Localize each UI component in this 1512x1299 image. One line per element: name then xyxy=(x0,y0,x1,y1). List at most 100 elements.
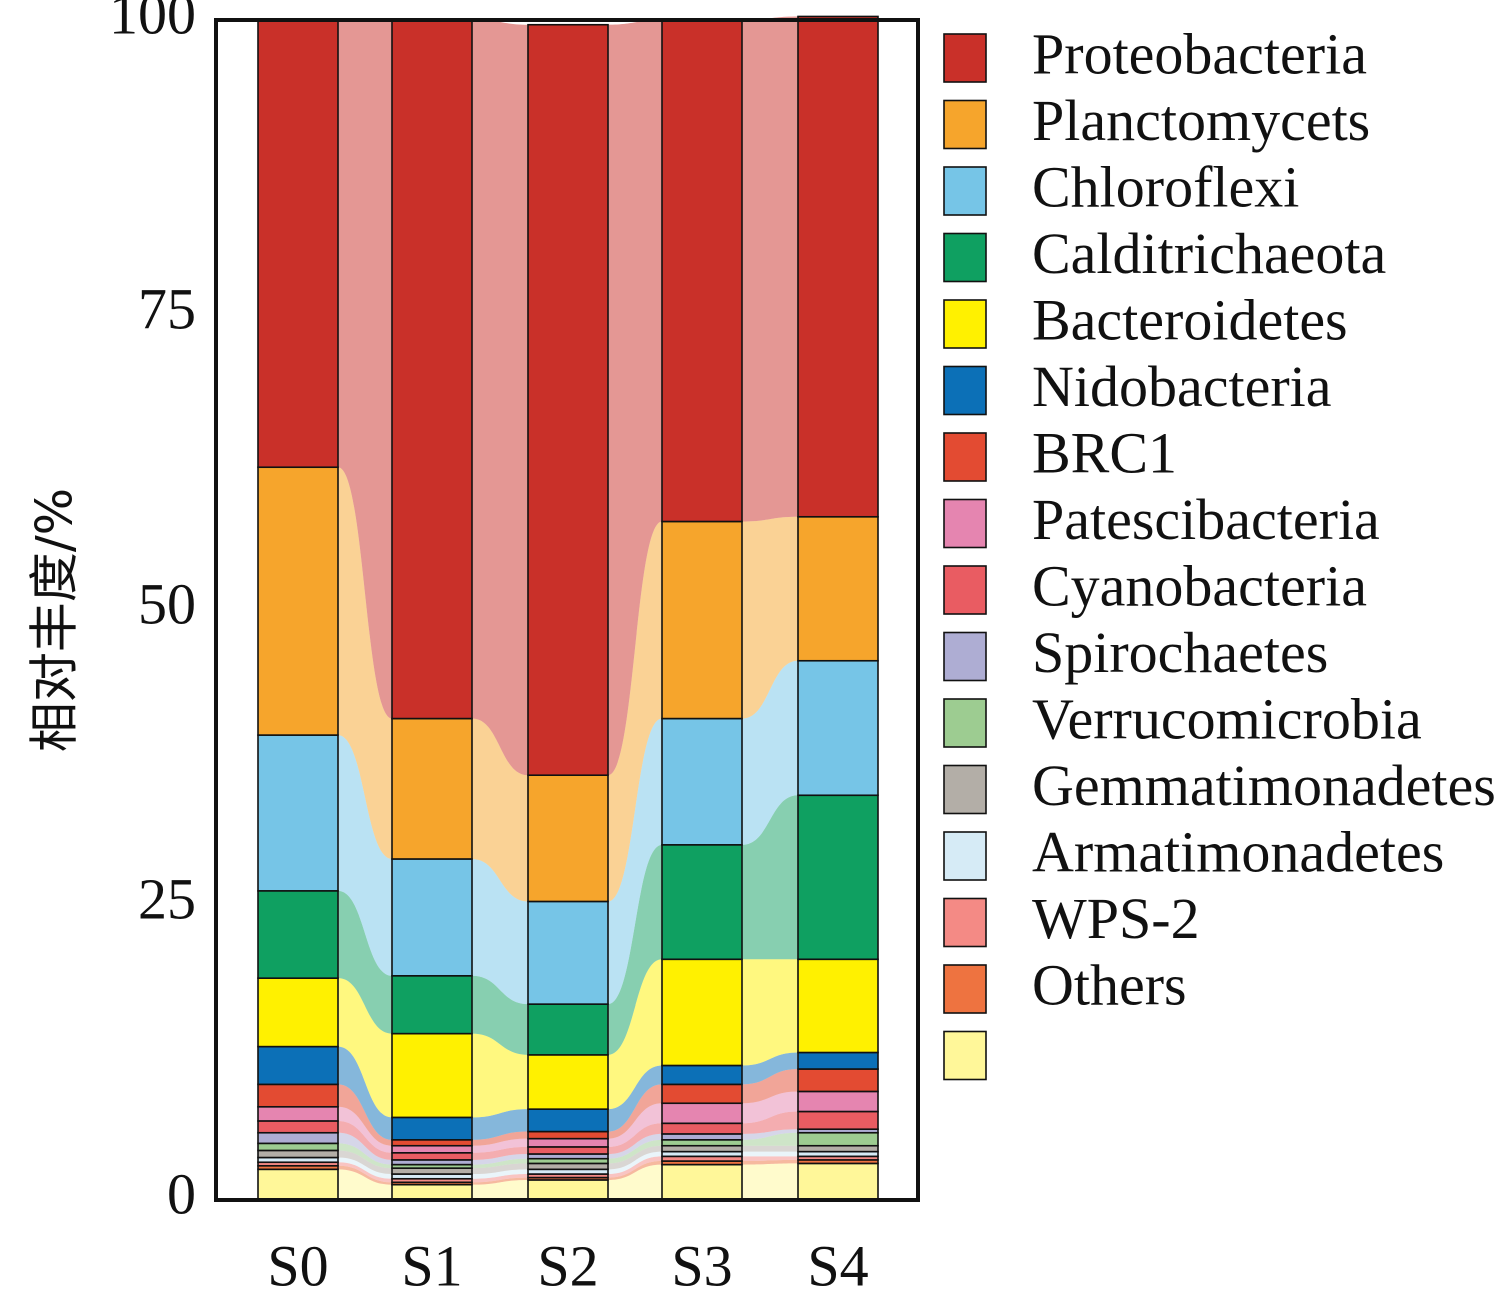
bar-segment-s0-calditrichaeota xyxy=(257,890,339,979)
bar-segment-s4-chloroflexi xyxy=(797,659,879,797)
flow-band-nidobacteria xyxy=(742,1052,798,1085)
flow-band-patescibacteria xyxy=(742,1111,798,1134)
flow-band-armatimonadetes xyxy=(338,1162,392,1183)
bar-segment-s1-others xyxy=(391,1183,473,1201)
flow-band-chloroflexi xyxy=(608,718,662,1005)
bar-segment-s1-chloroflexi xyxy=(391,858,473,977)
flow-band-planctomycets xyxy=(742,516,798,719)
legend-swatch xyxy=(943,432,987,482)
flow-band-bacteroidetes xyxy=(472,1033,528,1118)
bar-segment-s3-nidobacteria xyxy=(661,1064,743,1086)
y-tick-label: 100 xyxy=(109,0,196,46)
flow-band-brc1 xyxy=(472,1131,528,1146)
legend-label: BRC1 xyxy=(1032,420,1177,485)
flow-band-gemmatimonadetes xyxy=(742,1151,798,1157)
flow-band-others xyxy=(472,1179,528,1200)
legend-label: Chloroflexi xyxy=(1032,154,1299,219)
bar-segment-s3-proteobacteria xyxy=(661,19,743,523)
bar-segment-s4-nidobacteria xyxy=(797,1090,879,1113)
bar-segment-s0-proteobacteria xyxy=(257,18,339,469)
x-tick-label: S0 xyxy=(267,1233,328,1298)
legend-label: Verrucomicrobia xyxy=(1032,686,1422,751)
bar-segment-s2-chloroflexi xyxy=(527,900,609,1005)
bar-segment-s3-nidobacteria xyxy=(661,1102,743,1125)
flow-band-verrucomicrobia xyxy=(338,1150,392,1175)
bar-segment-s0-planctomycets xyxy=(257,466,339,736)
flow-band-wps-2 xyxy=(742,1159,798,1165)
bar-segment-s1-brc1 xyxy=(391,1139,473,1147)
flow-band-cyanobacteria xyxy=(338,1132,392,1165)
flow-band-calditrichaeota xyxy=(742,795,798,960)
legend-swatch xyxy=(943,698,987,748)
flow-band-gemmatimonadetes xyxy=(472,1169,528,1179)
legend-label: Planctomycets xyxy=(1032,88,1370,153)
flow-band-patescibacteria xyxy=(472,1146,528,1160)
bar-segment-s1-bacteroidetes xyxy=(391,1032,473,1119)
flow-band-wps-2 xyxy=(608,1161,662,1180)
bar-segment-s0-bacteroidetes xyxy=(257,977,339,1048)
bar-segment-s2-nidobacteria xyxy=(527,1108,609,1133)
flow-band-others xyxy=(742,1163,798,1200)
legend-swatch xyxy=(943,764,987,815)
flow-band-patescibacteria xyxy=(338,1120,392,1160)
bar-segment-s1-nidobacteria xyxy=(391,1116,473,1141)
bar-segment-s3-cyanobacteria xyxy=(661,1133,743,1141)
legend-swatch xyxy=(943,232,987,283)
bar-segment-s3-calditrichaeota xyxy=(661,844,743,961)
bar-segment-s4-proteobacteria xyxy=(797,15,879,518)
legend-swatch xyxy=(943,365,987,416)
bar-segment-s2-patescibacteria xyxy=(527,1146,609,1155)
legend-swatch xyxy=(943,565,987,615)
bar-segment-s3-patescibacteria xyxy=(661,1122,743,1135)
bar-segment-s0-chloroflexi xyxy=(257,734,339,892)
bar-segment-s2-nidobacteria xyxy=(527,1137,609,1148)
bar-segment-s2-calditrichaeota xyxy=(527,1003,609,1056)
flow-band-brc1 xyxy=(608,1084,662,1139)
flow-band-nidobacteria xyxy=(472,1109,528,1140)
flow-band-bacteroidetes xyxy=(338,978,392,1118)
x-tick-label: S3 xyxy=(671,1233,732,1298)
legend-label: Patescibacteria xyxy=(1032,487,1380,552)
legend-label: WPS-2 xyxy=(1032,886,1200,951)
bar-segment-s4-nidobacteria xyxy=(797,1051,879,1070)
bar-segment-s1-nidobacteria xyxy=(391,1144,473,1154)
y-axis-ticks: 0 25 50 75 100 xyxy=(109,0,196,1226)
flow-band-verrucomicrobia xyxy=(472,1163,528,1175)
legend-swatch xyxy=(943,299,987,349)
legend-label: Spirochaetes xyxy=(1032,620,1328,685)
legend-label: Calditrichaeota xyxy=(1032,221,1386,286)
legend-label: Nidobacteria xyxy=(1032,354,1332,419)
flow-band-bacteroidetes xyxy=(742,959,798,1066)
flow-band-planctomycets xyxy=(472,718,528,902)
bar-segment-s4-verrucomicrobia xyxy=(797,1144,879,1153)
bar-segment-s2-bacteroidetes xyxy=(527,1054,609,1110)
flow-band-others xyxy=(338,1169,392,1200)
flow-band-calditrichaeota xyxy=(472,975,528,1055)
legend-label: Gemmatimonadetes xyxy=(1032,753,1496,818)
flow-band-nidobacteria xyxy=(472,1138,528,1153)
flow-band-proteobacteria xyxy=(742,16,798,522)
y-tick-label: 25 xyxy=(138,866,196,931)
legend-swatch xyxy=(943,99,987,150)
bar-segment-s2-proteobacteria xyxy=(527,23,609,776)
flow-band-chloroflexi xyxy=(338,735,392,976)
y-tick-label: 0 xyxy=(167,1161,196,1226)
legend-swatch xyxy=(943,166,987,216)
flow-band-calditrichaeota xyxy=(608,844,662,1055)
flow-band-nidobacteria xyxy=(608,1065,662,1132)
flow-band-nidobacteria xyxy=(742,1091,798,1124)
flow-band-proteobacteria xyxy=(608,20,662,776)
bar-segment-s1-calditrichaeota xyxy=(391,974,473,1035)
bar-segment-s3-spirochaetes xyxy=(661,1139,743,1147)
y-axis-label: 相对丰度/% xyxy=(26,488,84,752)
plot-frame xyxy=(214,18,920,1202)
flow-band-proteobacteria xyxy=(472,18,528,776)
flow-band-bacteroidetes xyxy=(608,959,662,1110)
flow-band-gemmatimonadetes xyxy=(338,1157,392,1179)
flow-band-armatimonadetes xyxy=(472,1174,528,1183)
flow-band-spirochaetes xyxy=(742,1132,798,1146)
bar-segment-s4-brc1 xyxy=(797,1068,879,1093)
flow-band-spirochaetes xyxy=(608,1139,662,1164)
bar-segment-s0-patescibacteria xyxy=(257,1120,339,1134)
